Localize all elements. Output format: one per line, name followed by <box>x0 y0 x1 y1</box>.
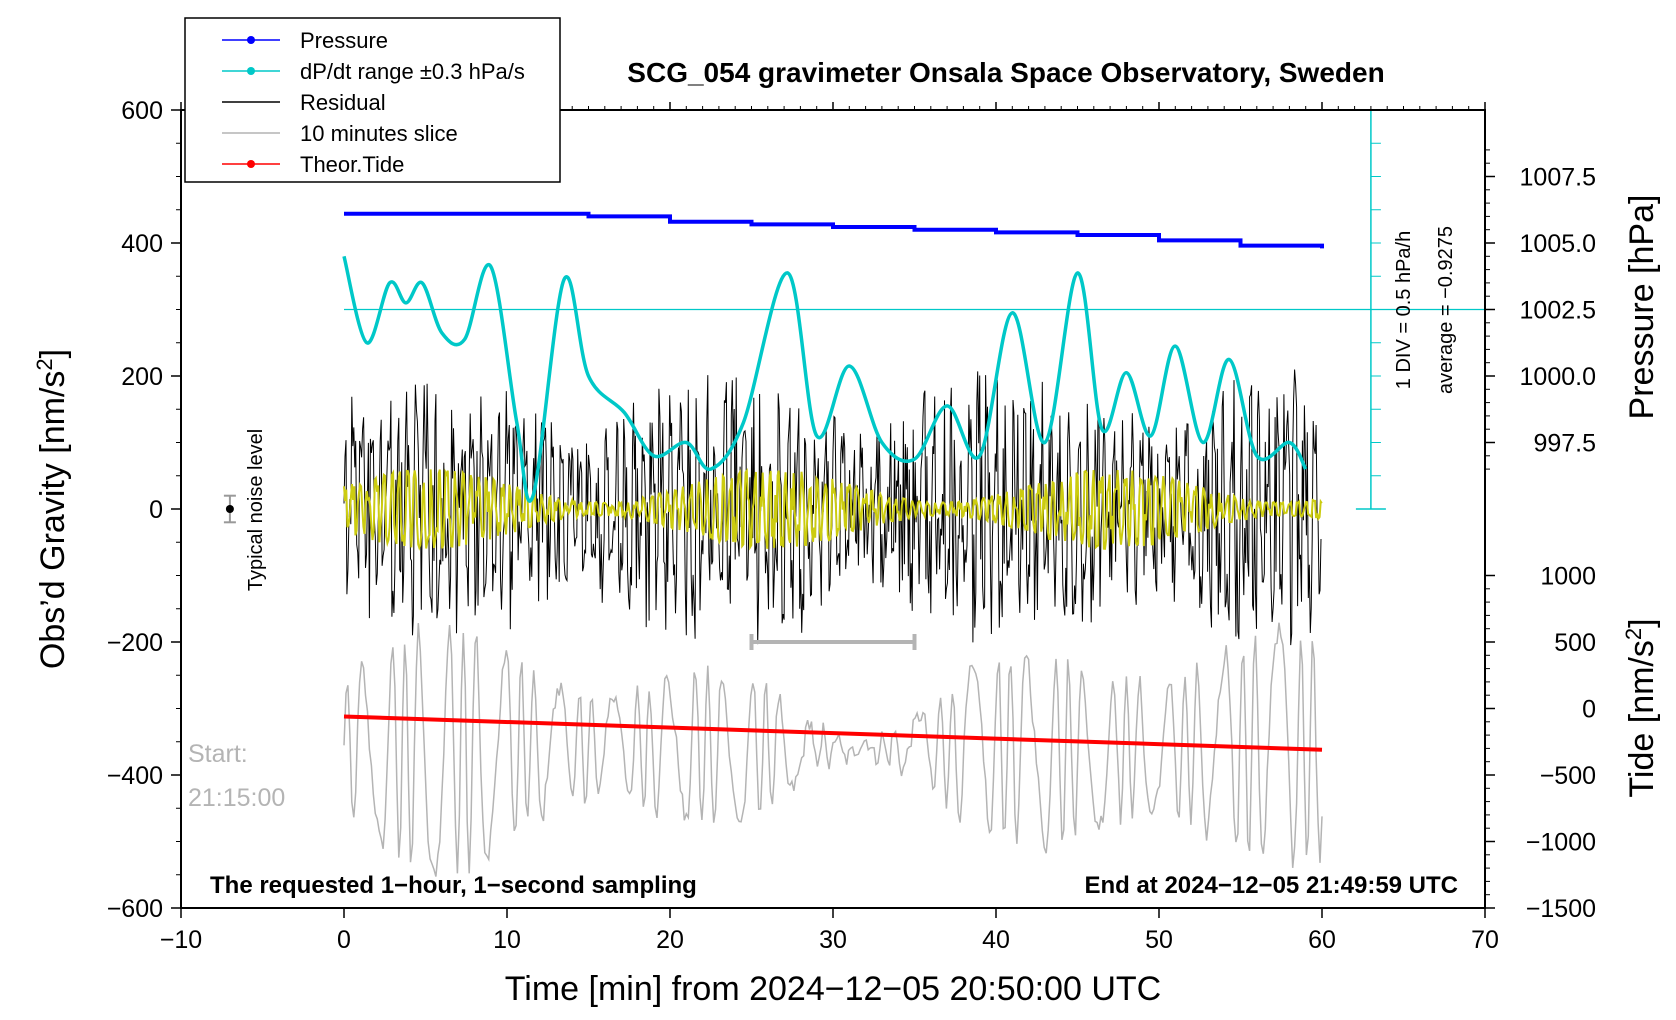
pressure-line <box>344 211 1324 249</box>
legend-label: Residual <box>300 90 386 115</box>
x-tick-label: 50 <box>1145 926 1173 954</box>
x-tick-label: 40 <box>982 926 1010 954</box>
x-axis-label: Time [min] from 2024−12−05 20:50:00 UTC <box>505 970 1161 1008</box>
y-tick-label: −400 <box>107 762 163 790</box>
legend: Pressure dP/dt range ±0.3 hPa/s Residual 10… <box>184 17 561 183</box>
start-label: Start: <box>188 740 248 768</box>
noise-point <box>225 505 234 513</box>
pressure-tick-label: 1005.0 <box>1520 230 1596 258</box>
legend-label: Theor.Tide <box>300 152 404 177</box>
legend-box <box>184 17 561 183</box>
slice-line <box>343 622 1323 877</box>
tide-tick-label: 1000 <box>1540 563 1596 591</box>
legend-swatch-marker <box>247 36 255 44</box>
y-tick-label: −600 <box>107 895 163 923</box>
legend-entries: Pressure dP/dt range ±0.3 hPa/s Residual 10… <box>222 28 525 177</box>
tide-tick-label: −500 <box>1540 762 1596 790</box>
x-tick-label: −10 <box>160 926 202 954</box>
tide-axis-ticks: −1500 −1000 −500 0 500 1000 <box>1485 563 1596 923</box>
y-tick-label: −200 <box>107 629 163 657</box>
filtered-residual-line <box>343 467 1323 551</box>
legend-swatch-marker <box>247 160 255 168</box>
x-tick-label: 0 <box>337 926 351 954</box>
pressure-tick-label: 997.5 <box>1533 430 1596 458</box>
noise-level-label: Typical noise level <box>245 429 267 591</box>
start-time: 21:15:00 <box>188 784 285 812</box>
tide-line <box>343 714 1323 752</box>
tide-tick-label: 500 <box>1554 629 1596 657</box>
chart-title: SCG_054 gravimeter Onsala Space Observat… <box>627 57 1384 88</box>
pressure-tick-label: 1000.0 <box>1520 363 1596 391</box>
x-tick-label: 20 <box>656 926 684 954</box>
y-tick-label: 600 <box>121 97 163 125</box>
x-tick-label: 70 <box>1471 926 1499 954</box>
y-axis-ticks: −600 −400 −200 0 200 400 600 <box>107 97 181 923</box>
x-axis-ticks: −10 0 10 20 30 40 50 60 70 <box>160 102 1499 954</box>
dpdt-line <box>342 255 1308 503</box>
x-tick-label: 30 <box>819 926 847 954</box>
tide-tick-label: −1500 <box>1526 895 1596 923</box>
tide-tick-label: −1000 <box>1526 829 1596 857</box>
y-axis-label-pressure: Pressure [hPa] <box>1623 195 1661 420</box>
annotation-end-time: End at 2024−12−05 21:49:59 UTC <box>1084 872 1458 899</box>
y-axis-label-left: Obs’d Gravity [nm/s2] <box>32 349 73 669</box>
y-tick-label: 200 <box>121 363 163 391</box>
scale-div-label: 1 DIV = 0.5 hPa/h <box>1393 231 1415 389</box>
tide-tick-label: 0 <box>1582 696 1596 724</box>
pressure-axis-ticks: 997.5 1000.0 1002.5 1005.0 1007.5 <box>1485 149 1596 470</box>
scale-average-label: average = −0.9275 <box>1435 226 1457 394</box>
legend-label: Pressure <box>300 28 388 53</box>
y-tick-label: 400 <box>121 230 163 258</box>
pressure-tick-label: 1002.5 <box>1520 297 1596 325</box>
annotation-sampling: The requested 1−hour, 1−second sampling <box>210 872 697 899</box>
x-tick-label: 60 <box>1308 926 1336 954</box>
legend-swatch-marker <box>247 67 255 75</box>
series-layer <box>223 109 1485 877</box>
y-tick-label: 0 <box>149 496 163 524</box>
y-axis-label-tide: Tide [nm/s2] <box>1621 618 1662 797</box>
pressure-tick-label: 1007.5 <box>1520 164 1596 192</box>
legend-label: dP/dt range ±0.3 hPa/s <box>300 59 525 84</box>
legend-label: 10 minutes slice <box>300 121 458 146</box>
x-tick-label: 10 <box>493 926 521 954</box>
